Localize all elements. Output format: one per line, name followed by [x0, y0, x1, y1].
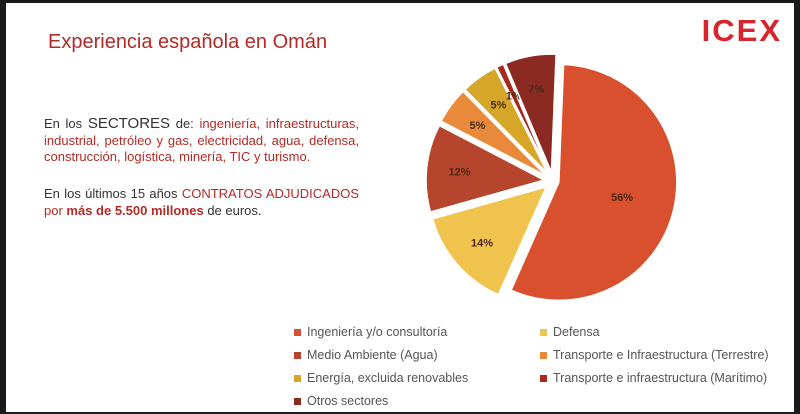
contracts-paragraph: En los últimos 15 años CONTRATOS ADJUDIC…	[44, 186, 359, 219]
legend-label: Transporte e infraestructura (Marítimo)	[553, 371, 768, 385]
pie-slice	[425, 124, 547, 213]
legend-label: Otros sectores	[307, 394, 389, 408]
slide: ICEX Experiencia española en Omán En los…	[6, 3, 794, 412]
slice-label: 5%	[470, 120, 486, 132]
contracts-keyword: CONTRATOS ADJUDICADOS	[181, 186, 360, 201]
legend-swatch	[540, 374, 547, 382]
slice-label: 12%	[449, 166, 471, 178]
legend-item: Transporte e infraestructura (Marítimo)	[540, 371, 767, 385]
legend-swatch	[540, 351, 547, 359]
sectors-keyword: SECTORES	[87, 115, 171, 132]
icex-logo: ICEX	[701, 13, 782, 48]
legend-item: Medio Ambiente (Agua)	[294, 348, 438, 362]
pie-slice	[463, 67, 549, 175]
sectors-paragraph: En los SECTORES de: ingeniería, infraest…	[44, 115, 359, 166]
legend-item: Ingeniería y/o consultoría	[294, 325, 447, 339]
slice-label: 56%	[611, 192, 633, 204]
legend-swatch	[294, 351, 301, 359]
legend-swatch	[294, 328, 301, 336]
contracts-amount: más de 5.500 millones	[66, 202, 204, 218]
pie-slice	[431, 185, 548, 296]
legend-swatch	[294, 374, 301, 382]
legend-item: Energía, excluida renovables	[294, 371, 468, 385]
pie-chart: 56%14%12%5%5%1%7%	[425, 53, 678, 302]
slice-label: 5%	[490, 100, 506, 112]
legend-label: Defensa	[553, 325, 600, 339]
slice-label: 7%	[528, 84, 544, 96]
contracts-mid: por	[44, 202, 67, 218]
legend-item: Defensa	[540, 325, 600, 339]
slide-title: Experiencia española en Omán	[48, 31, 328, 53]
legend-label: Transporte e Infraestructura (Terrestre)	[553, 348, 769, 362]
legend-item: Otros sectores	[294, 394, 388, 408]
pie-slice	[504, 53, 557, 173]
slice-label: 14%	[471, 238, 493, 250]
legend-swatch	[294, 397, 301, 405]
sectors-prefix: En los	[44, 116, 88, 131]
pie-slice	[440, 90, 547, 177]
contracts-prefix: En los últimos 15 años	[44, 186, 182, 201]
legend-label: Medio Ambiente (Agua)	[307, 348, 438, 362]
legend-swatch	[540, 328, 547, 336]
pie-slice	[510, 63, 678, 302]
legend-label: Ingeniería y/o consultoría	[307, 325, 448, 339]
sectors-list: ingeniería, infraestructuras, industrial…	[44, 116, 359, 164]
contracts-suffix: de euros.	[203, 202, 262, 218]
pie-slice	[495, 63, 550, 174]
legend-label: Energía, excluida renovables	[307, 371, 469, 385]
legend-item: Transporte e Infraestructura (Terrestre)	[540, 348, 769, 362]
sectors-mid: de:	[170, 116, 200, 131]
